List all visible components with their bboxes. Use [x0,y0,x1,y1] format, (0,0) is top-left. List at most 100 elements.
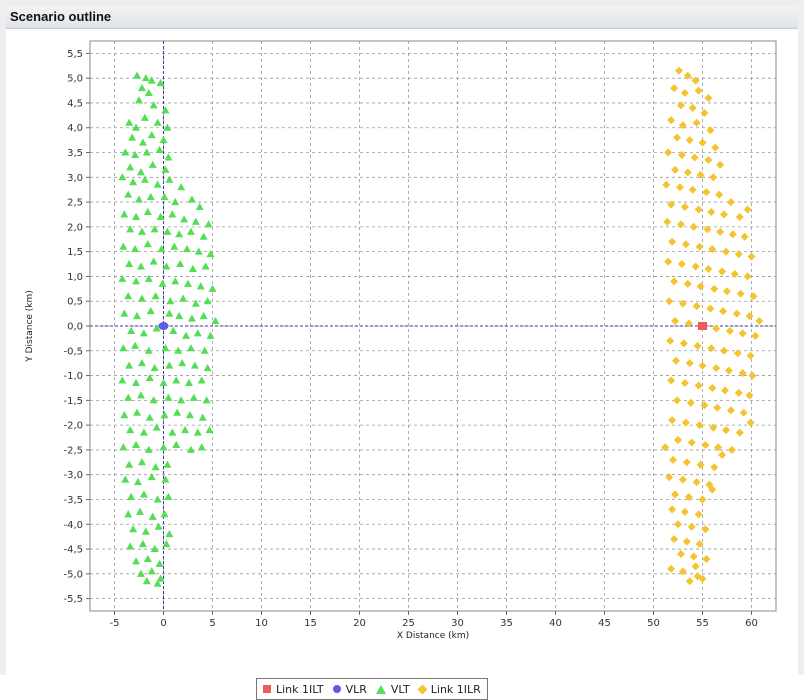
data-point-diamond [718,450,727,459]
data-point-triangle [126,225,135,233]
data-point-triangle [160,192,169,201]
data-point-triangle [155,559,164,567]
circle-marker-icon [332,685,341,693]
data-point-triangle [120,309,129,317]
data-point-diamond [671,165,680,174]
data-point-diamond [733,349,742,358]
data-point-triangle [204,220,213,228]
data-point-diamond [736,289,745,298]
data-point-triangle [139,428,148,436]
data-point-triangle [143,207,152,215]
x-tick-label: 45 [598,618,611,629]
data-point-diamond [692,302,701,311]
data-point-triangle [133,408,142,416]
data-point-triangle [137,227,146,235]
data-point-triangle [156,212,165,220]
data-point-diamond [745,312,754,321]
y-tick-label: 5,0 [67,74,83,85]
data-point-diamond [691,262,700,271]
series-vlt [118,71,220,587]
data-point-diamond [674,520,682,529]
data-point-diamond [669,455,678,464]
data-point-diamond [680,379,689,387]
data-point-triangle [143,554,152,562]
data-point-diamond [665,297,674,306]
data-point-triangle [124,190,133,198]
data-point-triangle [132,557,141,565]
data-point-triangle [146,306,155,315]
legend-item-link-1ilt: Link 1ILT [263,683,324,696]
y-tick-label: -5,5 [63,594,83,605]
data-point-triangle [187,195,196,203]
y-tick-label: -1,0 [63,371,83,382]
data-point-triangle [191,217,200,225]
data-point-triangle [179,294,188,302]
data-point-triangle [177,183,186,191]
data-point-diamond [668,416,677,425]
data-point-diamond [675,183,684,192]
data-point-triangle [119,443,128,451]
data-point-diamond [706,126,715,135]
data-point-diamond [708,383,717,392]
data-point-triangle [145,413,154,421]
legend-label: Link 1ILR [430,682,481,696]
data-point-triangle [132,212,141,220]
data-point-diamond [703,225,712,234]
x-tick-label: 20 [353,618,366,629]
data-point-diamond [710,463,719,472]
y-tick-label: -4,5 [63,545,83,556]
y-tick-label: 3,0 [67,173,83,184]
data-point-diamond [713,403,722,412]
data-point-triangle [153,118,162,126]
data-point-triangle [206,331,215,339]
data-point-diamond [719,307,728,316]
data-point-diamond [679,339,688,348]
data-point-triangle [144,445,153,453]
data-point-triangle [133,311,142,320]
data-point-triangle [142,148,151,156]
y-tick-label: 1,5 [67,247,83,258]
data-point-triangle [136,262,145,270]
data-point-diamond [709,173,718,182]
data-point-triangle [164,492,173,500]
data-point-diamond [668,505,677,514]
data-point-triangle [119,242,128,250]
data-point-diamond [748,371,757,380]
data-point-diamond [702,188,711,197]
data-point-triangle [129,178,138,186]
data-point-triangle [153,579,162,587]
data-point-triangle [151,463,160,471]
data-marks [118,66,764,587]
data-point-diamond [667,376,676,385]
data-point-triangle [124,393,133,401]
data-point-diamond [714,443,723,452]
data-point-triangle [161,344,170,352]
data-point-diamond [739,408,748,417]
x-tick-label: 0 [160,618,166,629]
data-point-diamond [680,89,689,98]
data-point-diamond [724,366,733,375]
data-point-triangle [137,83,146,92]
data-point-triangle [195,202,204,211]
data-point-triangle [131,341,140,349]
data-point-triangle [147,567,156,575]
data-point-diamond [743,272,752,281]
data-point-triangle [127,492,136,500]
data-point-triangle [172,440,181,448]
data-point-triangle [125,460,134,468]
data-point-triangle [162,262,171,270]
legend-item-vlr: VLR [332,683,367,696]
data-point-diamond [708,485,717,494]
y-tick-label: 0,5 [67,297,83,308]
data-point-triangle [136,391,145,399]
data-point-triangle [159,378,168,386]
data-point-diamond [685,359,694,368]
data-point-diamond [688,185,697,194]
data-point-triangle [125,361,134,369]
data-point-triangle [139,329,148,337]
data-point-diamond [704,155,713,164]
legend-item-vlt: VLT [375,683,410,696]
data-point-diamond [704,265,713,273]
data-point-triangle [145,373,154,382]
data-point-triangle [118,173,127,181]
